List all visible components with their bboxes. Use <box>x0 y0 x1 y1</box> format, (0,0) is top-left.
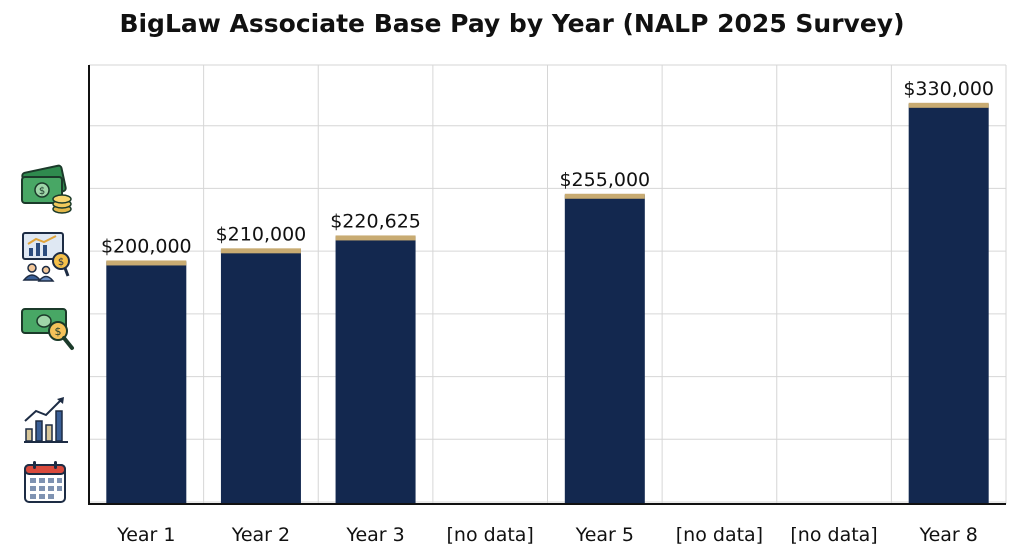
x-tick-label: Year 1 <box>116 524 175 546</box>
data-labels: $200,000 $210,000 $220,625 $255,000 $330,000 <box>101 78 994 258</box>
x-tick-label: [no data] <box>790 524 877 546</box>
x-tick-label: Year 8 <box>919 524 978 546</box>
x-tick-labels: Year 1 Year 2 Year 3 [no data] Year 5 [no dat… <box>116 524 978 546</box>
x-tick-label: Year 3 <box>345 524 404 546</box>
x-tick-label: Year 5 <box>575 524 634 546</box>
bar-cap <box>908 102 989 108</box>
bar <box>106 261 187 504</box>
svg-text:$: $ <box>55 325 62 338</box>
bar <box>335 236 416 504</box>
cash-coins-icon: $ <box>21 164 72 214</box>
calendar-icon <box>24 461 66 503</box>
bar <box>564 194 645 504</box>
bars <box>106 102 989 504</box>
data-label: $220,625 <box>330 210 421 232</box>
money-search-icon: $ <box>21 308 74 350</box>
data-label: $330,000 <box>903 78 994 100</box>
x-tick-label: [no data] <box>447 524 534 546</box>
x-tick-label: [no data] <box>676 524 763 546</box>
bar-cap <box>564 193 645 199</box>
bar-cap <box>335 235 416 241</box>
bar-cap <box>220 248 301 254</box>
bar <box>220 249 301 504</box>
chart-title: BigLaw Associate Base Pay by Year (NALP … <box>119 9 905 38</box>
svg-text:$: $ <box>58 257 64 268</box>
bar <box>908 103 989 504</box>
analytics-presentation-icon: $ <box>22 232 70 282</box>
data-label: $210,000 <box>216 223 307 245</box>
svg-text:$: $ <box>39 186 45 197</box>
data-label: $255,000 <box>559 169 650 191</box>
grid <box>89 64 1007 504</box>
bar-cap <box>106 260 187 266</box>
data-label: $200,000 <box>101 235 192 257</box>
growth-bar-chart-icon <box>24 397 68 443</box>
x-tick-label: Year 2 <box>231 524 290 546</box>
